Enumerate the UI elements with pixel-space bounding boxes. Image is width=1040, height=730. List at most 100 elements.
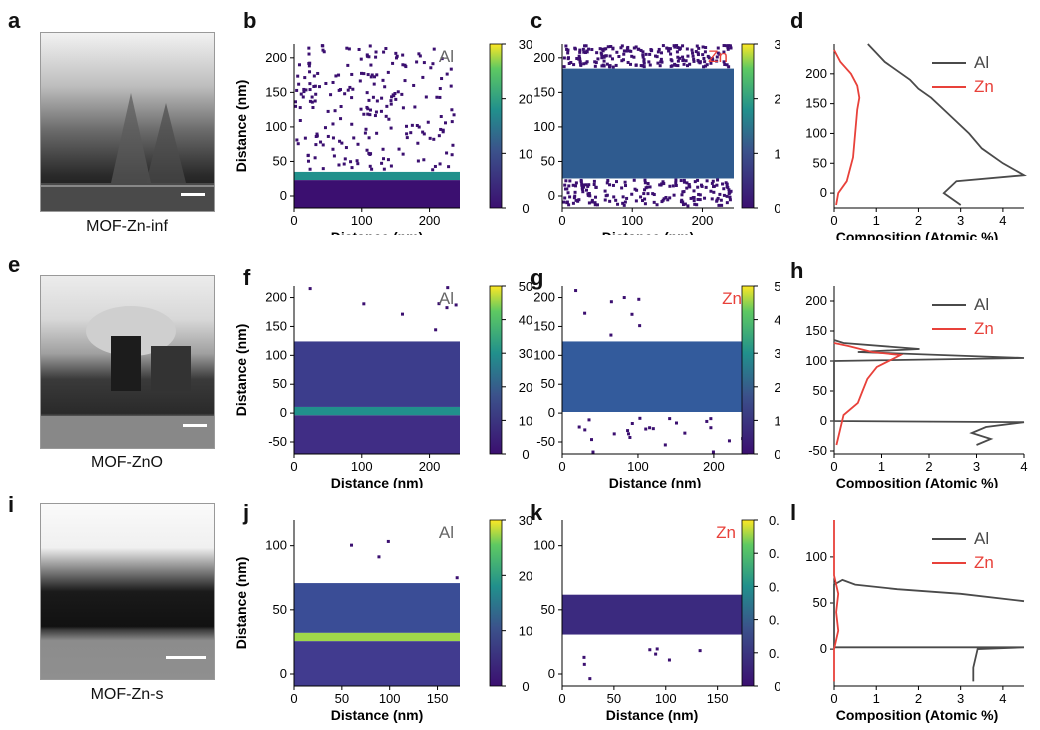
colorbar-tick-label: 3: [774, 37, 780, 52]
map-speckle: [294, 104, 298, 108]
map-speckle: [355, 159, 359, 163]
map-speckle: [303, 136, 307, 140]
map-speckle: [401, 63, 405, 67]
map-speckle: [698, 649, 702, 653]
map-speckle: [719, 198, 723, 202]
tem-image-a: [40, 32, 215, 212]
map-speckle: [431, 62, 435, 66]
map-speckle: [648, 63, 652, 67]
map-speckle: [660, 182, 664, 186]
map-speckle: [573, 46, 577, 50]
map-speckle: [348, 85, 352, 89]
map-speckle: [432, 47, 436, 51]
series-line-al: [833, 339, 1025, 446]
map-speckle: [428, 136, 432, 140]
map-speckle: [365, 148, 369, 152]
series-line-al: [833, 578, 1025, 682]
map-speckle: [675, 44, 679, 48]
map-band: [294, 180, 460, 208]
y-tick-label: 150: [533, 318, 555, 333]
map-speckle: [625, 47, 629, 51]
map-speckle: [319, 140, 323, 144]
map-speckle: [445, 151, 449, 155]
map-speckle: [391, 93, 395, 97]
map-speckle: [438, 162, 442, 166]
map-speckle: [641, 53, 645, 57]
map-speckle: [310, 95, 314, 99]
map-speckle: [614, 198, 618, 202]
map-speckle: [696, 197, 700, 201]
y-tick-label: 0: [548, 405, 555, 420]
map-speckle: [670, 64, 674, 68]
map-speckle: [387, 117, 391, 121]
map-speckle: [382, 50, 386, 54]
y-tick-label: 100: [805, 353, 827, 368]
element-label: Al: [439, 289, 454, 308]
map-speckle: [651, 192, 655, 196]
colorbar-tick-label: 0.5: [769, 513, 780, 528]
map-speckle: [321, 143, 325, 147]
map-speckle: [611, 47, 615, 51]
map-speckle: [694, 50, 698, 54]
map-speckle: [568, 179, 572, 183]
map-speckle: [368, 113, 372, 117]
map-speckle: [566, 191, 570, 195]
x-axis-label: Distance (nm): [331, 707, 424, 723]
map-speckle: [709, 61, 713, 65]
map-speckle: [384, 47, 388, 51]
map-speckle: [676, 55, 680, 59]
map-speckle: [725, 201, 729, 205]
map-speckle: [312, 84, 316, 88]
map-speckle: [716, 46, 720, 50]
x-axis-label: Distance (nm): [602, 229, 695, 235]
map-speckle: [608, 183, 612, 187]
map-speckle: [588, 194, 592, 198]
map-speckle: [722, 193, 726, 197]
map-speckle: [564, 179, 568, 183]
map-speckle: [652, 200, 656, 204]
map-speckle: [590, 200, 594, 204]
map-speckle: [695, 44, 699, 48]
map-speckle: [350, 122, 354, 126]
map-speckle: [401, 53, 405, 57]
map-speckle: [313, 156, 317, 160]
legend-label-al: Al: [974, 529, 989, 548]
map-speckle: [639, 195, 643, 199]
map-band: [294, 415, 460, 454]
map-speckle: [394, 51, 398, 55]
map-speckle: [616, 202, 620, 206]
map-speckle: [295, 88, 299, 92]
map-band: [562, 341, 748, 412]
map-speckle: [632, 55, 636, 59]
x-tick-label: 50: [335, 691, 349, 706]
x-tick-label: 2: [915, 213, 922, 228]
map-speckle: [418, 54, 422, 58]
map-speckle: [609, 45, 613, 49]
map-speckle: [346, 63, 350, 67]
map-speckle: [582, 50, 586, 54]
map-speckle: [572, 63, 576, 67]
map-speckle: [638, 324, 642, 328]
map-speckle: [725, 44, 729, 48]
map-speckle: [698, 193, 702, 197]
map-speckle: [703, 50, 707, 54]
map-speckle: [445, 72, 449, 76]
map-speckle: [573, 194, 577, 198]
map-speckle: [326, 109, 330, 113]
map-speckle: [674, 178, 678, 182]
map-speckle: [702, 56, 706, 60]
colorbar-tick-label: 30: [519, 513, 532, 528]
map-speckle: [435, 95, 439, 99]
panel-letter-h: h: [790, 258, 804, 283]
map-speckle: [405, 136, 409, 140]
map-speckle: [302, 87, 306, 91]
map-speckle: [401, 106, 405, 110]
legend-label-zn: Zn: [974, 553, 994, 572]
map-speckle: [728, 198, 732, 202]
tem-image-i: [40, 503, 215, 680]
map-speckle: [578, 60, 582, 64]
map-speckle: [620, 59, 624, 63]
map-speckle: [695, 203, 699, 207]
